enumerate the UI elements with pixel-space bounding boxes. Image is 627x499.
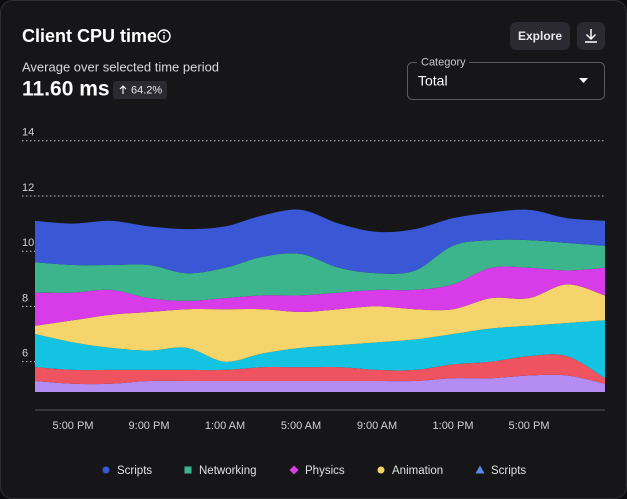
y-tick-label: 8 — [22, 292, 28, 304]
area — [35, 239, 605, 301]
y-tick-label: 6 — [22, 348, 28, 360]
legend-label: Animation — [392, 465, 443, 477]
area — [35, 284, 605, 362]
change-badge — [113, 81, 167, 99]
area — [35, 374, 605, 392]
explore-label: Explore — [518, 29, 562, 43]
area — [35, 266, 605, 326]
legend-marker — [184, 466, 192, 474]
y-tick-label: 14 — [22, 127, 34, 139]
legend-label: Networking — [199, 465, 257, 477]
explore-button[interactable]: Explore — [510, 22, 570, 50]
title: Client CPU time — [22, 26, 157, 46]
area — [35, 209, 605, 274]
area — [35, 320, 605, 379]
category-select[interactable]: Category Total — [407, 56, 605, 100]
download-button[interactable] — [577, 22, 605, 50]
x-tick-label: 1:00 AM — [205, 420, 245, 432]
x-tick-label: 1:00 PM — [433, 420, 474, 432]
metric-value: 11.60 ms — [22, 78, 110, 101]
info-icon[interactable] — [157, 29, 171, 43]
x-tick-label: 5:00 PM — [509, 420, 550, 432]
y-tick-label: 10 — [22, 237, 34, 249]
change-value: 64.2% — [131, 84, 162, 96]
area — [35, 354, 605, 385]
legend-label: Physics — [305, 465, 345, 477]
legend-label: Scripts — [491, 465, 526, 477]
legend-marker — [377, 466, 385, 474]
legend-label: Scripts — [117, 465, 152, 477]
up-arrow — [119, 85, 127, 94]
x-tick-label: 9:00 AM — [357, 420, 397, 432]
x-tick-label: 5:00 PM — [53, 420, 94, 432]
legend-marker — [102, 466, 110, 474]
category-value: Total — [418, 73, 448, 89]
x-tick-label: 5:00 AM — [281, 420, 321, 432]
legend-marker — [475, 465, 485, 474]
y-tick-label: 12 — [22, 182, 34, 194]
legend-marker — [289, 465, 299, 475]
x-tick-label: 9:00 PM — [129, 420, 170, 432]
category-label: Category — [421, 56, 466, 68]
subtitle: Average over selected time period — [22, 59, 219, 74]
